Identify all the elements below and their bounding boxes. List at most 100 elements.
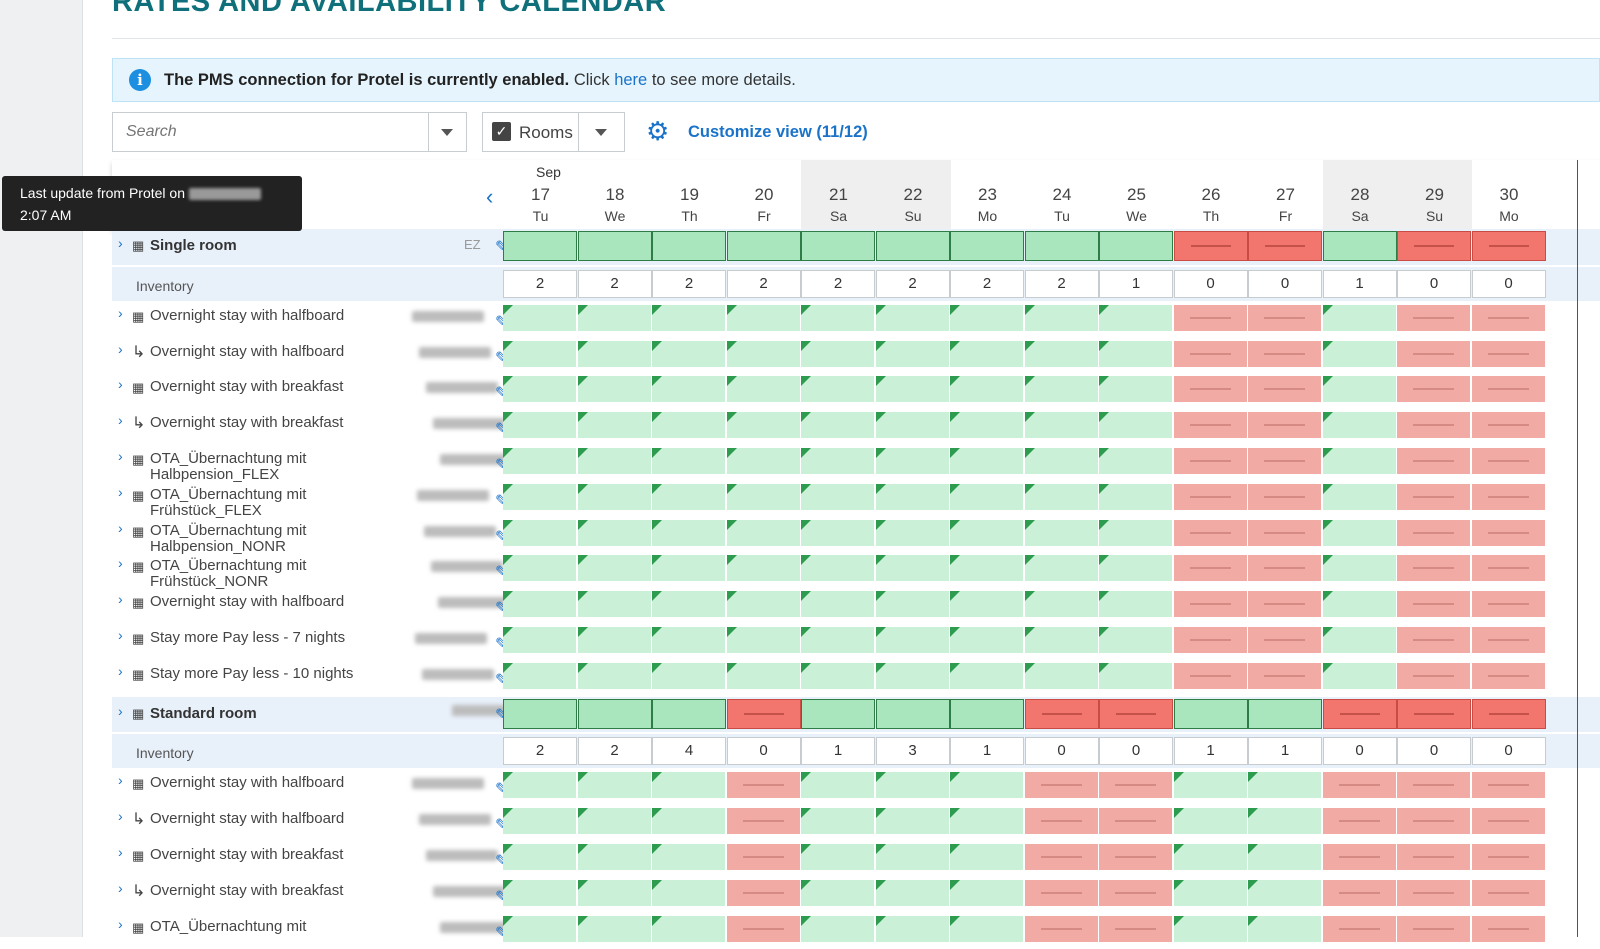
rate-availability-cell[interactable] xyxy=(652,448,726,474)
rate-availability-cell[interactable] xyxy=(1174,627,1248,653)
rate-availability-cell[interactable] xyxy=(1397,772,1471,798)
rate-availability-cell[interactable] xyxy=(876,627,950,653)
rate-availability-cell[interactable] xyxy=(578,341,652,367)
expand-chevron-icon[interactable]: › xyxy=(118,916,123,932)
rate-availability-cell[interactable] xyxy=(1323,880,1397,906)
rate-availability-cell[interactable] xyxy=(1025,772,1099,798)
room-availability-cell[interactable] xyxy=(1472,231,1546,261)
inventory-cell[interactable]: 0 xyxy=(1174,270,1248,298)
rate-availability-cell[interactable] xyxy=(1025,520,1099,546)
rate-availability-cell[interactable] xyxy=(578,844,652,870)
rate-availability-cell[interactable] xyxy=(1397,412,1471,438)
rate-availability-cell[interactable] xyxy=(1472,376,1546,402)
inventory-cell[interactable]: 0 xyxy=(1472,737,1546,765)
rate-availability-cell[interactable] xyxy=(950,591,1024,617)
rate-availability-cell[interactable] xyxy=(801,844,875,870)
rate-availability-cell[interactable] xyxy=(801,663,875,689)
rate-availability-cell[interactable] xyxy=(950,555,1024,581)
rate-availability-cell[interactable] xyxy=(727,341,801,367)
rate-availability-cell[interactable] xyxy=(1248,376,1322,402)
rate-availability-cell[interactable] xyxy=(1248,448,1322,474)
rate-availability-cell[interactable] xyxy=(1174,484,1248,510)
rate-availability-cell[interactable] xyxy=(727,916,801,942)
inventory-cell[interactable]: 2 xyxy=(950,270,1024,298)
rate-availability-cell[interactable] xyxy=(652,916,726,942)
room-availability-cell[interactable] xyxy=(1397,699,1471,729)
rate-availability-cell[interactable] xyxy=(950,808,1024,834)
rate-availability-cell[interactable] xyxy=(1397,663,1471,689)
rate-availability-cell[interactable] xyxy=(652,412,726,438)
rate-availability-cell[interactable] xyxy=(503,305,577,331)
rate-availability-cell[interactable] xyxy=(1174,555,1248,581)
rate-availability-cell[interactable] xyxy=(1323,663,1397,689)
rate-availability-cell[interactable] xyxy=(1472,591,1546,617)
rate-availability-cell[interactable] xyxy=(1397,591,1471,617)
rate-availability-cell[interactable] xyxy=(652,808,726,834)
room-availability-cell[interactable] xyxy=(1099,699,1173,729)
rate-availability-cell[interactable] xyxy=(503,341,577,367)
inventory-cell[interactable]: 3 xyxy=(876,737,950,765)
rate-availability-cell[interactable] xyxy=(652,880,726,906)
rate-availability-cell[interactable] xyxy=(578,916,652,942)
rate-availability-cell[interactable] xyxy=(1174,880,1248,906)
search-dropdown-button[interactable] xyxy=(428,113,466,151)
expand-chevron-icon[interactable]: › xyxy=(118,808,123,824)
rooms-checkbox[interactable]: ✓ xyxy=(492,122,511,141)
expand-chevron-icon[interactable]: › xyxy=(118,484,123,500)
rate-availability-cell[interactable] xyxy=(1025,880,1099,906)
rate-availability-cell[interactable] xyxy=(1248,305,1322,331)
rate-availability-cell[interactable] xyxy=(1323,376,1397,402)
rate-availability-cell[interactable] xyxy=(503,844,577,870)
expand-chevron-icon[interactable]: › xyxy=(118,663,123,679)
rate-availability-cell[interactable] xyxy=(801,880,875,906)
rate-availability-cell[interactable] xyxy=(1397,808,1471,834)
rate-availability-cell[interactable] xyxy=(578,591,652,617)
rate-availability-cell[interactable] xyxy=(1174,376,1248,402)
rate-availability-cell[interactable] xyxy=(1397,341,1471,367)
room-availability-cell[interactable] xyxy=(1099,231,1173,261)
rate-availability-cell[interactable] xyxy=(801,376,875,402)
rate-availability-cell[interactable] xyxy=(801,412,875,438)
room-availability-cell[interactable] xyxy=(652,231,726,261)
rate-availability-cell[interactable] xyxy=(950,305,1024,331)
rate-availability-cell[interactable] xyxy=(1472,341,1546,367)
rate-availability-cell[interactable] xyxy=(1099,376,1173,402)
rate-availability-cell[interactable] xyxy=(503,916,577,942)
rate-availability-cell[interactable] xyxy=(1397,520,1471,546)
rate-availability-cell[interactable] xyxy=(1397,844,1471,870)
rate-availability-cell[interactable] xyxy=(503,555,577,581)
rate-availability-cell[interactable] xyxy=(727,772,801,798)
rate-availability-cell[interactable] xyxy=(876,376,950,402)
room-availability-cell[interactable] xyxy=(1472,699,1546,729)
rate-availability-cell[interactable] xyxy=(1099,520,1173,546)
rate-availability-cell[interactable] xyxy=(801,772,875,798)
rate-availability-cell[interactable] xyxy=(1248,844,1322,870)
rate-availability-cell[interactable] xyxy=(876,448,950,474)
rate-availability-cell[interactable] xyxy=(652,341,726,367)
rate-availability-cell[interactable] xyxy=(503,412,577,438)
inventory-cell[interactable]: 2 xyxy=(801,270,875,298)
rate-availability-cell[interactable] xyxy=(1174,591,1248,617)
inventory-cell[interactable]: 2 xyxy=(1025,270,1099,298)
inventory-cell[interactable]: 1 xyxy=(801,737,875,765)
rate-availability-cell[interactable] xyxy=(801,555,875,581)
rate-availability-cell[interactable] xyxy=(801,591,875,617)
rate-availability-cell[interactable] xyxy=(1472,772,1546,798)
rate-availability-cell[interactable] xyxy=(503,520,577,546)
rate-availability-cell[interactable] xyxy=(578,808,652,834)
rate-availability-cell[interactable] xyxy=(950,412,1024,438)
room-availability-cell[interactable] xyxy=(727,699,801,729)
rate-availability-cell[interactable] xyxy=(1174,663,1248,689)
rate-availability-cell[interactable] xyxy=(1174,808,1248,834)
rate-availability-cell[interactable] xyxy=(578,305,652,331)
rate-availability-cell[interactable] xyxy=(1472,448,1546,474)
rate-availability-cell[interactable] xyxy=(950,772,1024,798)
inventory-cell[interactable]: 2 xyxy=(876,270,950,298)
rate-availability-cell[interactable] xyxy=(1099,916,1173,942)
rate-availability-cell[interactable] xyxy=(1323,916,1397,942)
inventory-cell[interactable]: 0 xyxy=(1397,737,1471,765)
room-availability-cell[interactable] xyxy=(1248,699,1322,729)
room-availability-cell[interactable] xyxy=(1323,231,1397,261)
rate-availability-cell[interactable] xyxy=(727,591,801,617)
rate-availability-cell[interactable] xyxy=(727,520,801,546)
